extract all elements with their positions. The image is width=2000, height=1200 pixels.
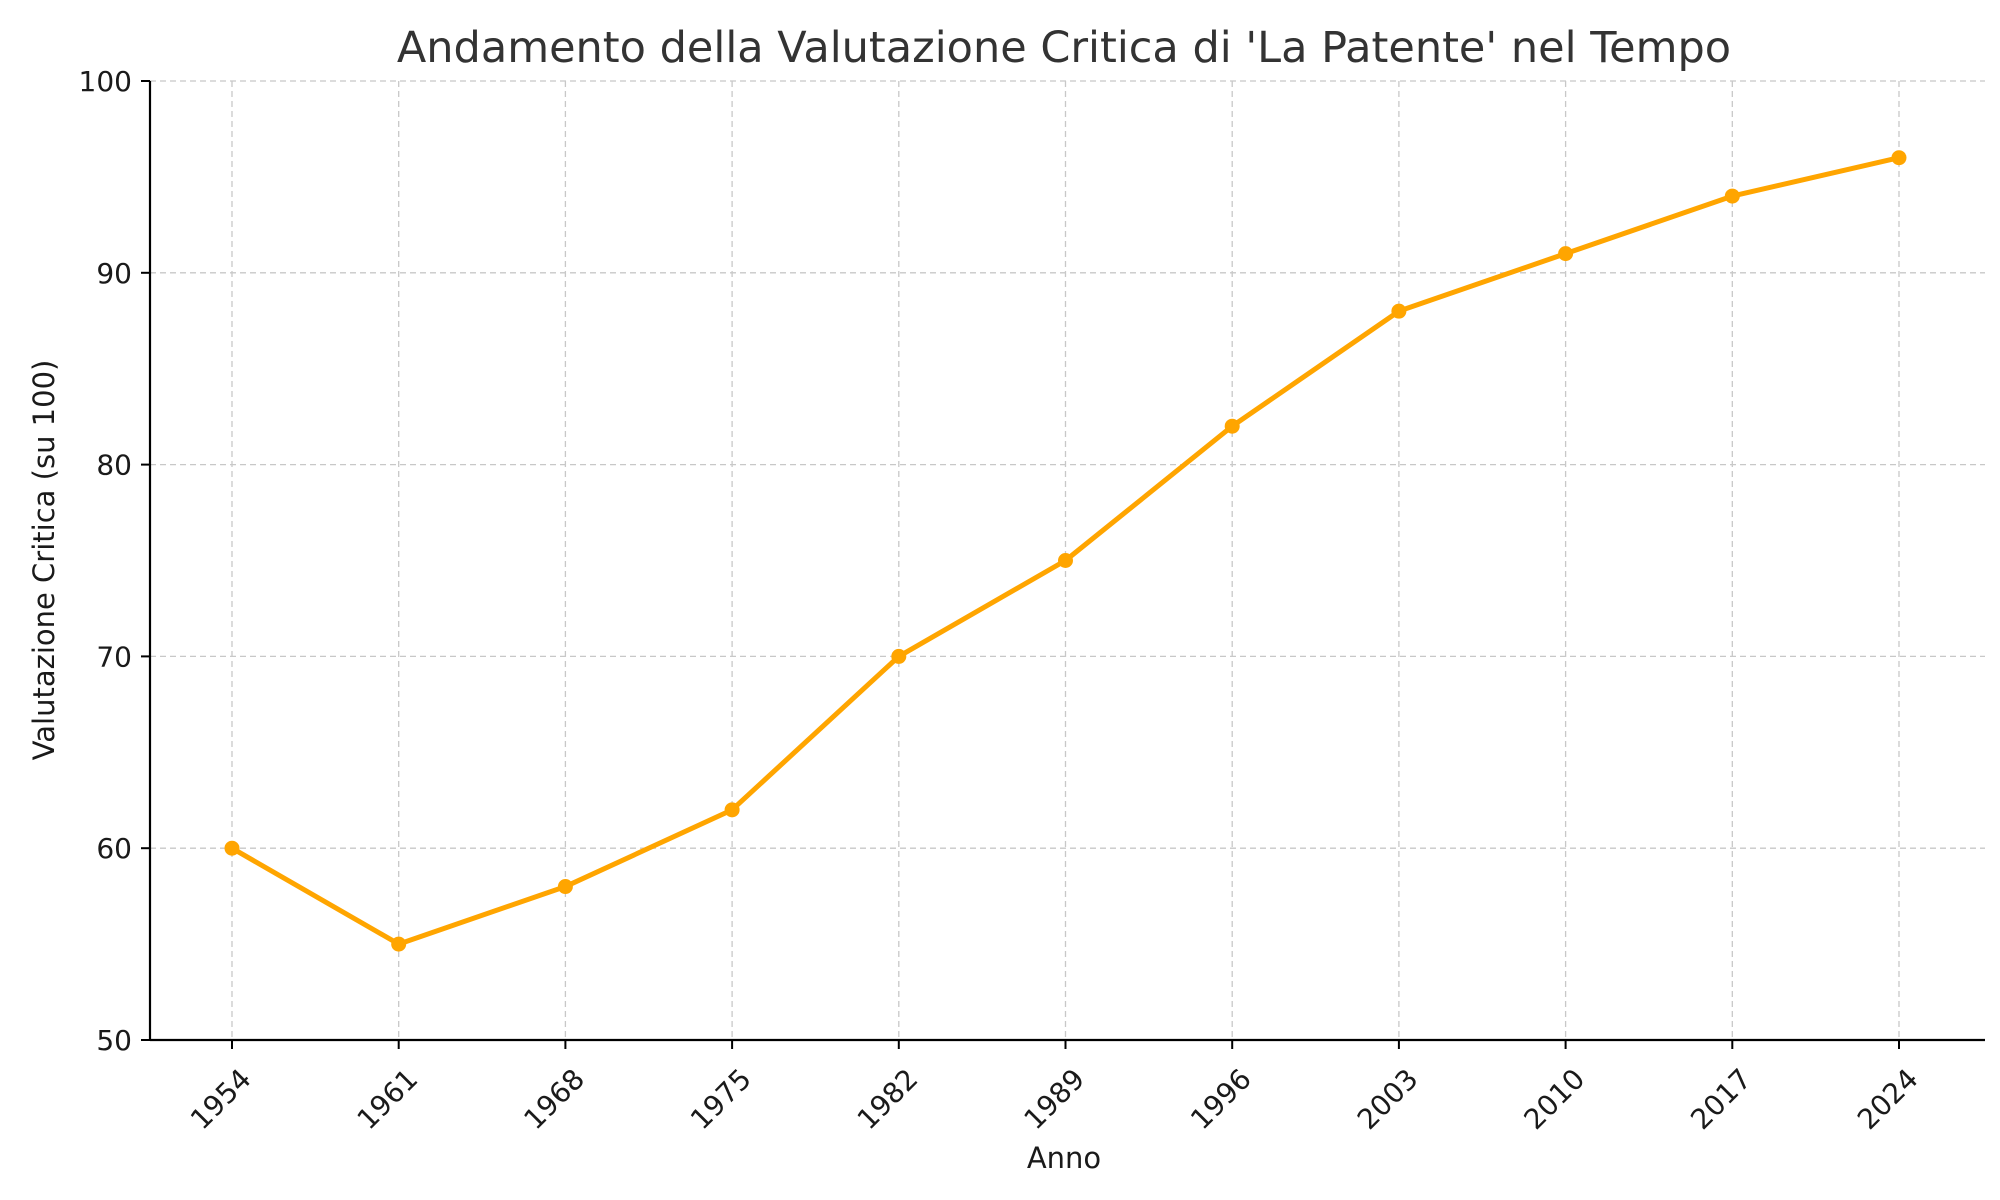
y-tick-label: 90 (96, 257, 132, 290)
data-point (224, 840, 240, 856)
x-tick-label: 1996 (1184, 1062, 1258, 1136)
data-point (724, 802, 740, 818)
x-tick-label: 2024 (1851, 1062, 1925, 1136)
data-point (557, 879, 573, 895)
data-point (1724, 188, 1740, 204)
y-tick-label: 80 (96, 449, 132, 482)
x-axis-label: Anno (1027, 1141, 1101, 1175)
data-point (891, 648, 907, 664)
x-tick-label: 1989 (1017, 1062, 1091, 1136)
data-point (1558, 246, 1574, 262)
axes (141, 80, 1985, 1049)
y-tick-label: 60 (96, 832, 132, 865)
y-axis-label: Valutazione Critica (su 100) (27, 360, 61, 761)
x-tick-label: 1982 (851, 1062, 925, 1136)
x-tick-label: 1975 (684, 1062, 758, 1136)
data-point (1891, 150, 1907, 166)
x-tick-label: 1954 (184, 1062, 258, 1136)
data-point (1391, 303, 1407, 319)
y-tick-label: 70 (96, 640, 132, 673)
y-tick-label: 100 (79, 65, 132, 98)
data-point (1058, 553, 1073, 568)
data-point (1224, 418, 1240, 434)
series-layer (224, 150, 1907, 952)
x-tick-label: 2017 (1684, 1062, 1758, 1136)
x-tick-label: 2003 (1351, 1062, 1425, 1136)
x-tick-label: 1961 (351, 1062, 425, 1136)
x-tick-label: 1968 (517, 1062, 591, 1136)
y-tick-label: 50 (96, 1024, 132, 1057)
chart-title: Andamento della Valutazione Critica di '… (397, 23, 1731, 73)
x-tick-label: 2010 (1518, 1062, 1592, 1136)
data-point (391, 936, 407, 952)
